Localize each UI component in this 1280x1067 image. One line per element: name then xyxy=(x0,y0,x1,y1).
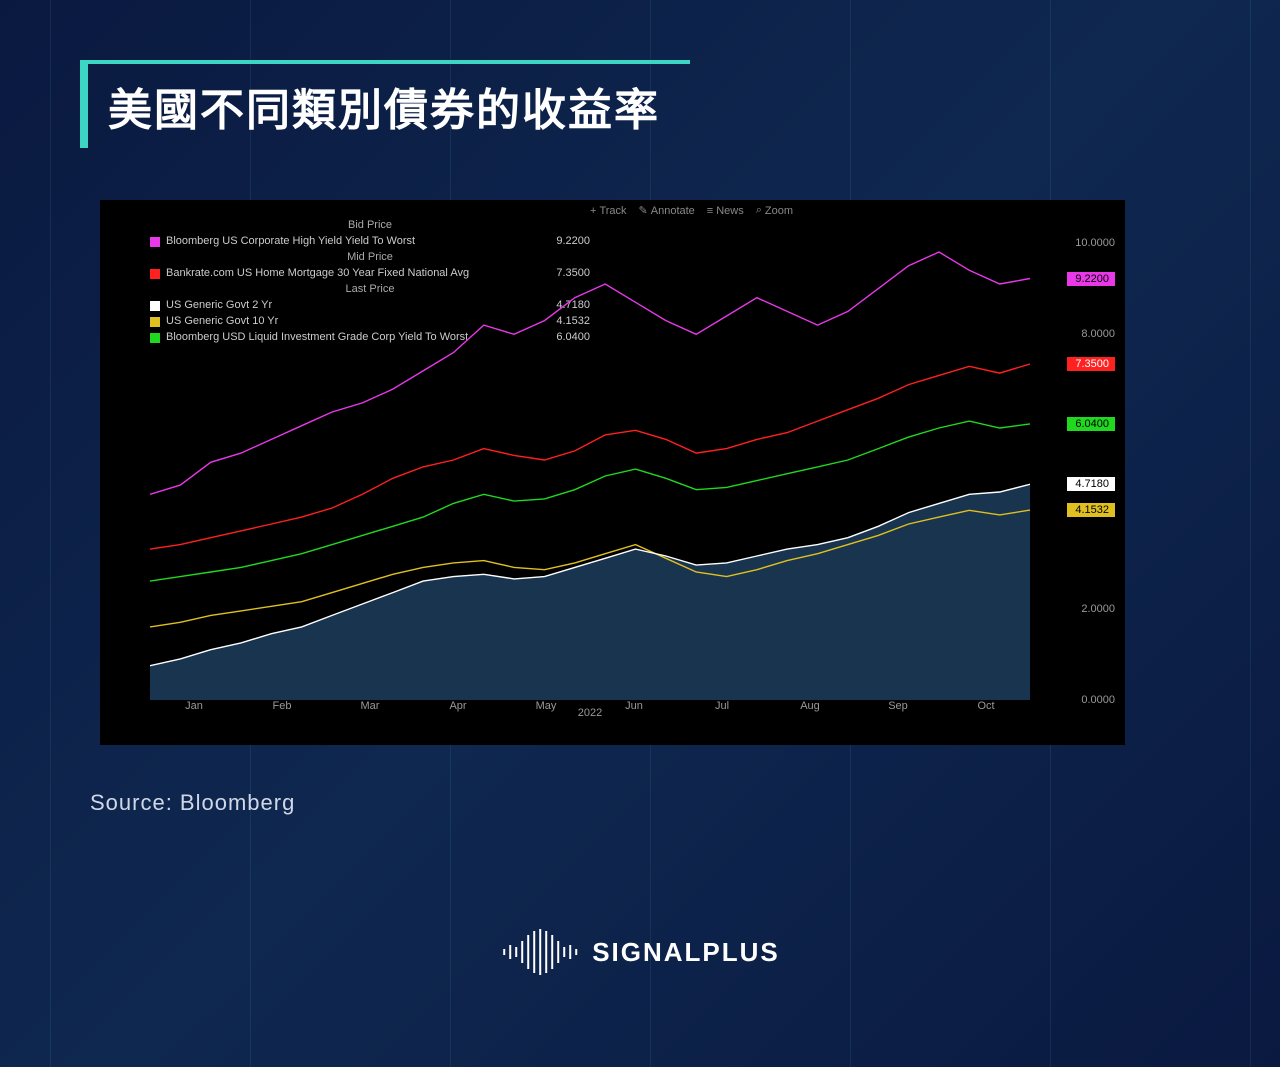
x-axis-tick-label: Jun xyxy=(625,700,643,712)
y-axis-value-badge: 4.7180 xyxy=(1067,477,1115,491)
x-axis-tick-label: Jul xyxy=(715,700,729,712)
y-axis-tick-label: 0.0000 xyxy=(1081,694,1115,706)
x-axis-tick-label: May xyxy=(536,700,557,712)
y-axis-tick-label: 10.0000 xyxy=(1075,237,1115,249)
news-button[interactable]: ≡News xyxy=(707,204,744,217)
y-axis-value-badge: 9.2200 xyxy=(1067,272,1115,286)
zoom-label: Zoom xyxy=(765,205,793,217)
brand-logo: SIGNALPLUS xyxy=(500,927,780,977)
chart-container: +Track ✎Annotate ≡News ⌕Zoom Bid PriceBl… xyxy=(100,200,1125,745)
x-axis-tick-label: Jan xyxy=(185,700,203,712)
zoom-button[interactable]: ⌕Zoom xyxy=(756,204,793,217)
plot-area xyxy=(150,220,1030,700)
chart-toolbar: +Track ✎Annotate ≡News ⌕Zoom xyxy=(590,204,793,217)
x-axis-tick-label: Aug xyxy=(800,700,820,712)
page-title: 美國不同類別債券的收益率 xyxy=(108,74,660,138)
chart-svg xyxy=(150,220,1030,700)
x-axis-tick-label: Mar xyxy=(361,700,380,712)
news-icon: ≡ xyxy=(707,205,713,217)
y-axis-tick-label: 8.0000 xyxy=(1081,328,1115,340)
y-axis: 10.0000 9.2200 8.0000 7.3500 6.0400 4.7180 4.1… xyxy=(1035,220,1115,700)
x-axis-year: 2022 xyxy=(578,707,602,719)
pencil-icon: ✎ xyxy=(639,204,648,217)
y-axis-value-badge: 7.3500 xyxy=(1067,357,1115,371)
x-axis-tick-label: Oct xyxy=(977,700,994,712)
logo-text: SIGNALPLUS xyxy=(592,937,780,968)
track-button[interactable]: +Track xyxy=(590,204,627,217)
series-line-hy xyxy=(150,252,1030,494)
y-axis-tick-label: 2.0000 xyxy=(1081,603,1115,615)
x-axis-tick-label: Apr xyxy=(449,700,466,712)
x-axis-tick-label: Feb xyxy=(273,700,292,712)
y-axis-value-badge: 6.0400 xyxy=(1067,417,1115,431)
y-axis-value-badge: 4.1532 xyxy=(1067,503,1115,517)
annotate-button[interactable]: ✎Annotate xyxy=(639,204,695,217)
title-container: 美國不同類別債券的收益率 xyxy=(80,60,690,148)
logo-waveform-icon xyxy=(500,927,580,977)
x-axis-tick-label: Sep xyxy=(888,700,908,712)
source-citation: Source: Bloomberg xyxy=(90,790,295,816)
x-axis: 2022 Jan Feb Mar Apr May Jun Jul Aug Sep Oct xyxy=(150,700,1030,725)
annotate-label: Annotate xyxy=(651,205,695,217)
news-label: News xyxy=(716,205,744,217)
crosshair-icon: + xyxy=(590,205,596,217)
zoom-icon: ⌕ xyxy=(756,204,762,217)
track-label: Track xyxy=(599,205,626,217)
